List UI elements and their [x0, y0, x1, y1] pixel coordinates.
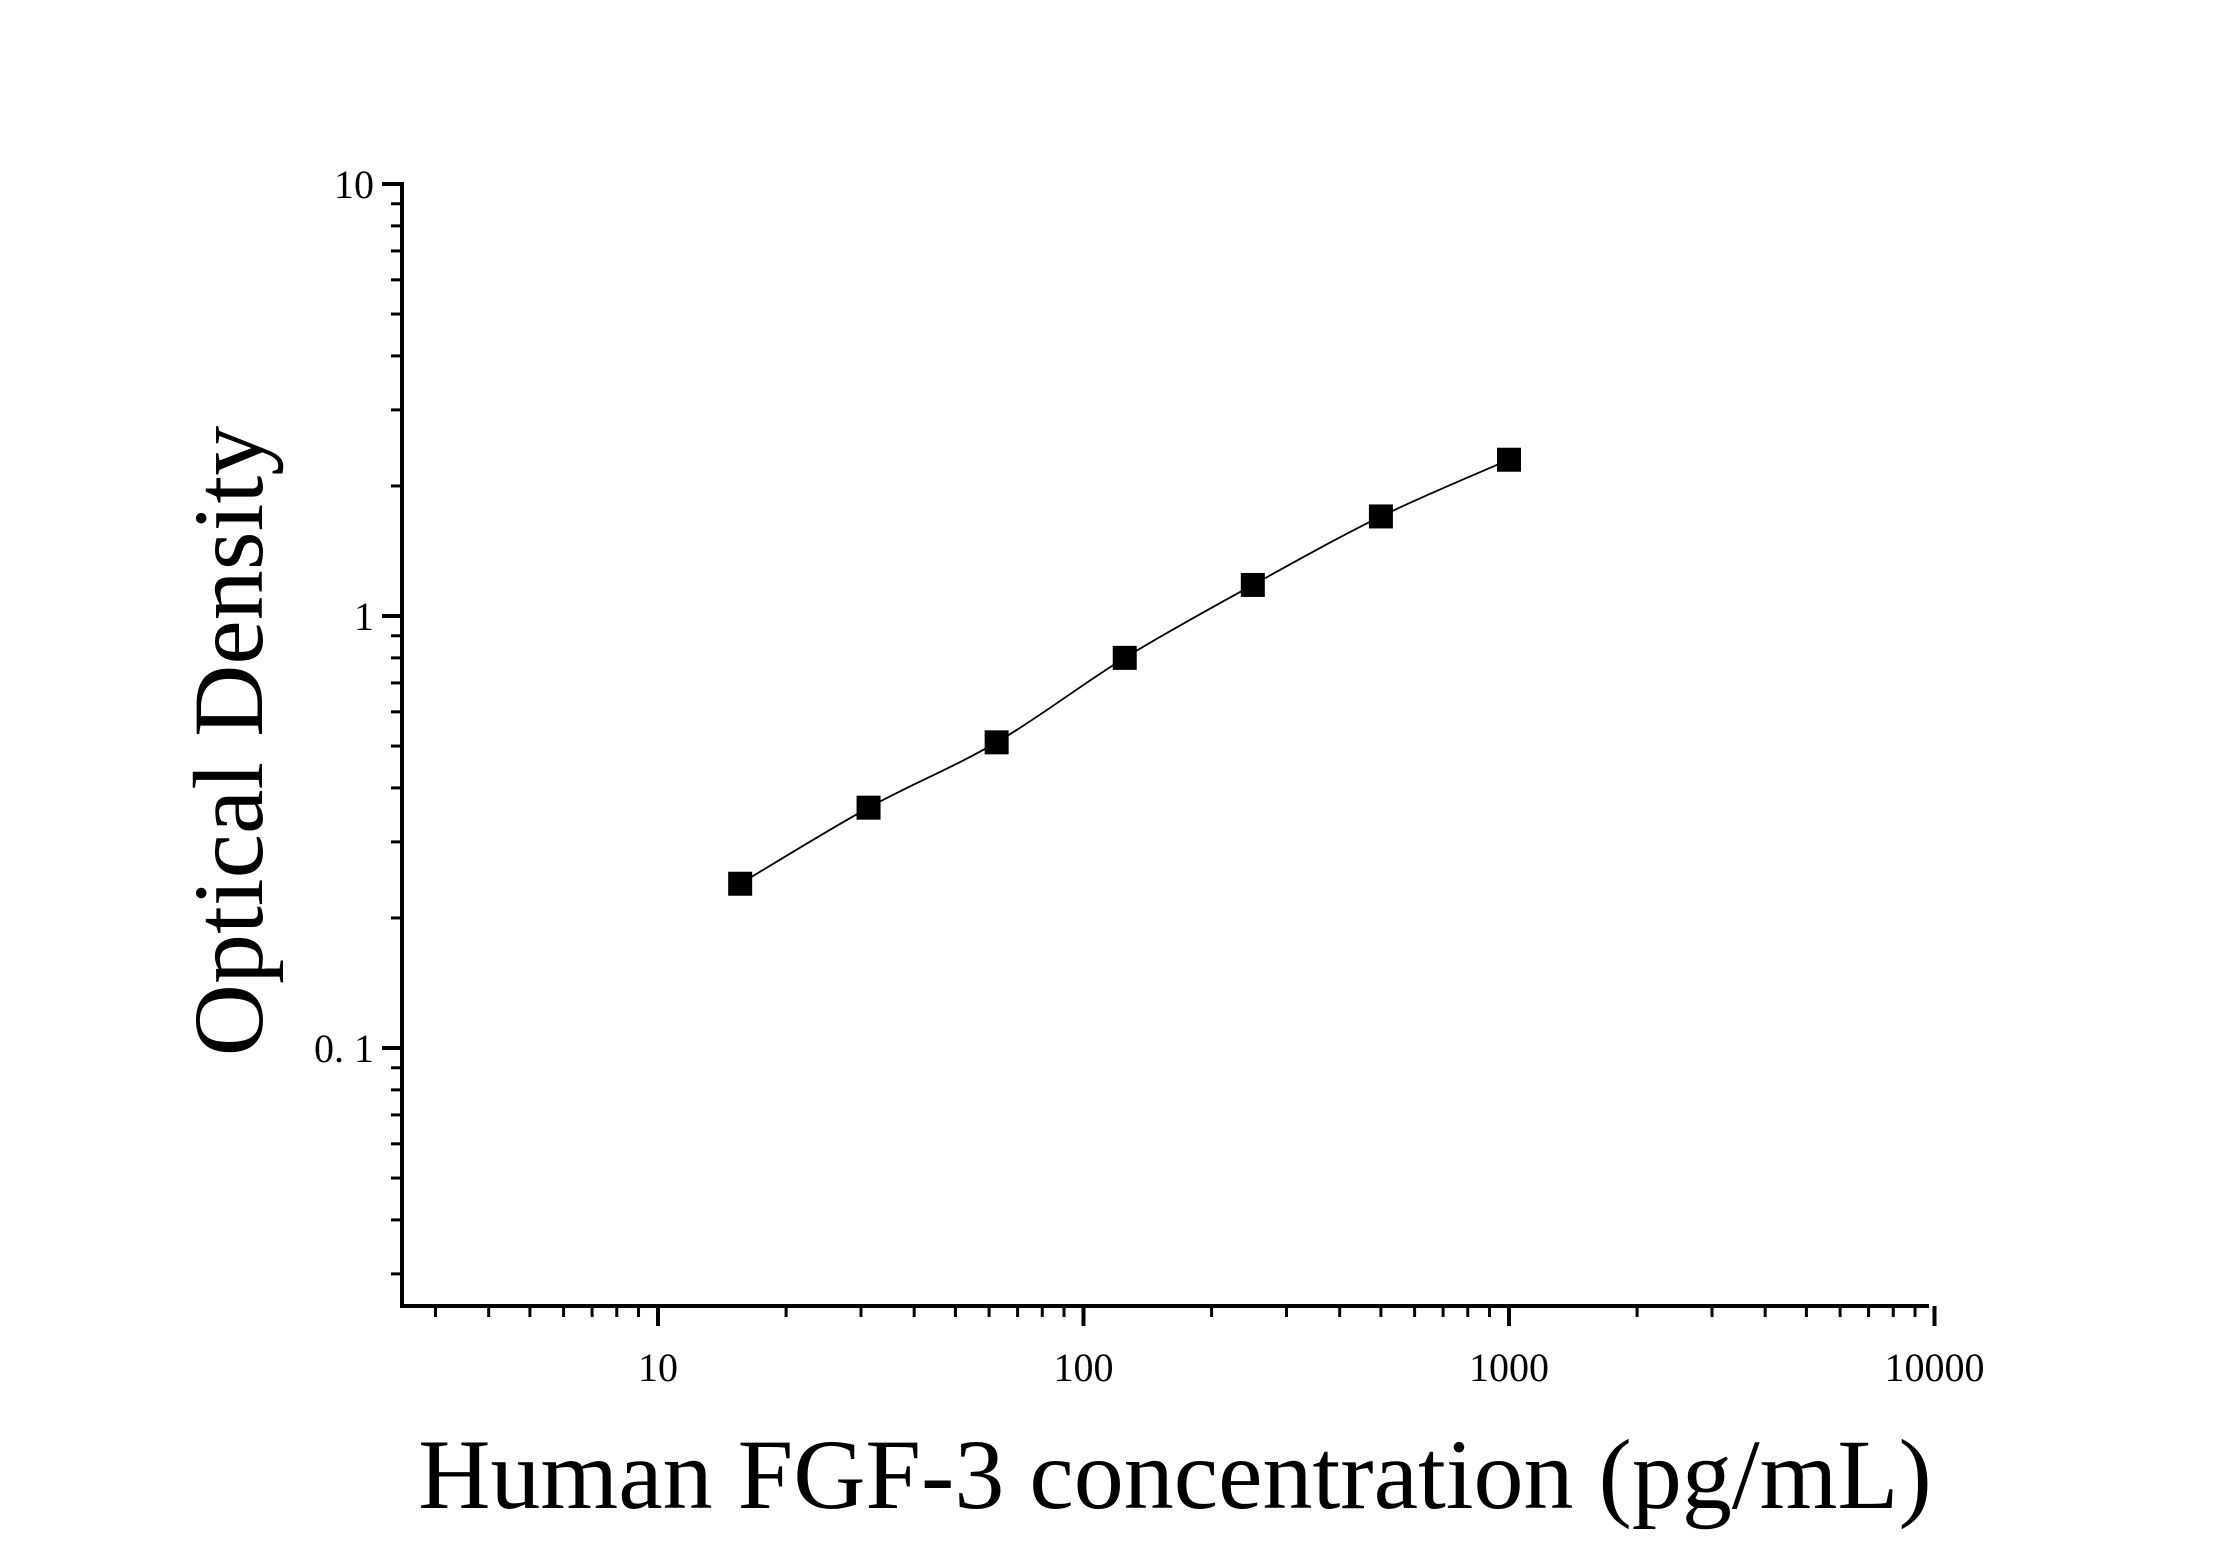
y-tick-label: 10	[334, 162, 374, 207]
axes: 10 100 1000 10000 0. 1 1 10	[314, 162, 1985, 1390]
data-point-marker	[1240, 572, 1265, 597]
fit-curve-layer	[739, 458, 1510, 885]
y-axis-title: Optical Density	[173, 426, 284, 1056]
data-points	[728, 447, 1521, 896]
y-tick-label: 1	[354, 594, 374, 639]
y-tick-label: 0. 1	[314, 1026, 374, 1071]
data-point-marker	[1368, 504, 1393, 529]
x-tick-label: 100	[1054, 1345, 1114, 1390]
data-point-marker	[856, 795, 881, 820]
data-point-marker	[984, 730, 1009, 755]
data-point-marker	[728, 871, 753, 896]
x-tick-label: 10	[638, 1345, 678, 1390]
x-tick-label: 10000	[1885, 1345, 1985, 1390]
fit-curve	[739, 458, 1510, 885]
data-point-marker	[1112, 645, 1137, 670]
x-axis-title: Human FGF-3 concentration (pg/mL)	[418, 1419, 1932, 1530]
data-point-marker	[1497, 447, 1521, 472]
x-tick-label: 1000	[1469, 1345, 1549, 1390]
